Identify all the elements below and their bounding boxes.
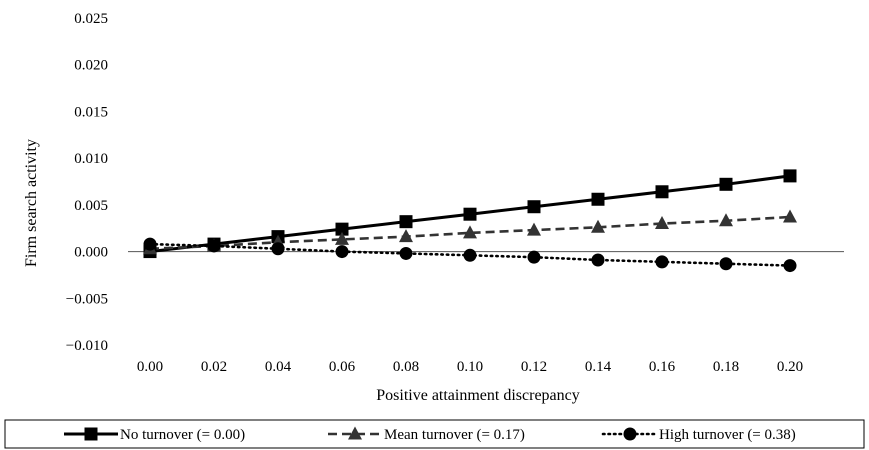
data-point (591, 253, 605, 267)
y-axis-label: Firm search activity (23, 139, 40, 267)
data-point (783, 169, 797, 183)
data-point (399, 229, 413, 243)
y-tick-label: 0.025 (74, 11, 108, 27)
y-axis-tick-labels: −0.010 −0.005 0.000 0.005 0.010 0.015 0.020 0.0… (66, 11, 108, 354)
y-tick-label: 0.015 (74, 104, 108, 120)
y-tick-label: 0.020 (74, 58, 108, 74)
legend-label: High turnover (= 0.38) (659, 427, 796, 443)
x-tick-label: 0.02 (201, 359, 227, 375)
legend-marker (348, 426, 362, 440)
data-point (207, 239, 221, 253)
legend-label: No turnover (= 0.00) (120, 427, 245, 443)
y-tick-label: 0.010 (74, 151, 108, 167)
y-tick-label: 0.000 (74, 245, 108, 261)
data-point (271, 242, 285, 256)
legend: No turnover (= 0.00) Mean turnover (= 0.1… (4, 419, 865, 449)
data-point (655, 216, 669, 230)
x-tick-label: 0.20 (777, 359, 803, 375)
series-markers (143, 169, 797, 273)
y-tick-label: 0.005 (74, 198, 108, 214)
x-tick-label: 0.06 (329, 359, 356, 375)
data-point (783, 259, 797, 273)
x-tick-label: 0.18 (713, 359, 739, 375)
x-tick-label: 0.04 (265, 359, 292, 375)
data-point (335, 231, 349, 245)
data-point (335, 222, 349, 236)
data-point (527, 250, 541, 264)
x-tick-label: 0.14 (585, 359, 612, 375)
data-point (591, 192, 605, 206)
data-point (591, 219, 605, 233)
y-tick-label: −0.010 (66, 338, 108, 354)
data-point (527, 200, 541, 214)
x-tick-label: 0.10 (457, 359, 483, 375)
x-tick-label: 0.16 (649, 359, 676, 375)
x-axis-label: Positive attainment discrepancy (376, 387, 580, 404)
data-point (719, 213, 733, 227)
x-tick-label: 0.08 (393, 359, 419, 375)
data-point (463, 225, 477, 239)
data-point (655, 255, 669, 269)
legend-box (4, 419, 865, 449)
data-point (143, 237, 157, 251)
data-point (399, 215, 413, 229)
data-point (655, 185, 669, 199)
data-point (335, 245, 349, 259)
legend-marker (623, 427, 637, 441)
data-point (527, 222, 541, 236)
legend-marker (84, 427, 98, 441)
data-point (399, 246, 413, 260)
data-point (463, 207, 477, 221)
y-tick-label: −0.005 (66, 291, 108, 307)
x-tick-label: 0.00 (137, 359, 163, 375)
x-axis-tick-labels: 0.00 0.02 0.04 0.06 0.08 0.10 0.12 0.14 0.16 0.18… (137, 359, 803, 375)
data-point (719, 257, 733, 271)
x-tick-label: 0.12 (521, 359, 547, 375)
series-line (149, 215, 791, 251)
data-point (463, 248, 477, 262)
data-point (719, 177, 733, 191)
legend-label: Mean turnover (= 0.17) (384, 427, 525, 443)
data-point (783, 209, 797, 223)
